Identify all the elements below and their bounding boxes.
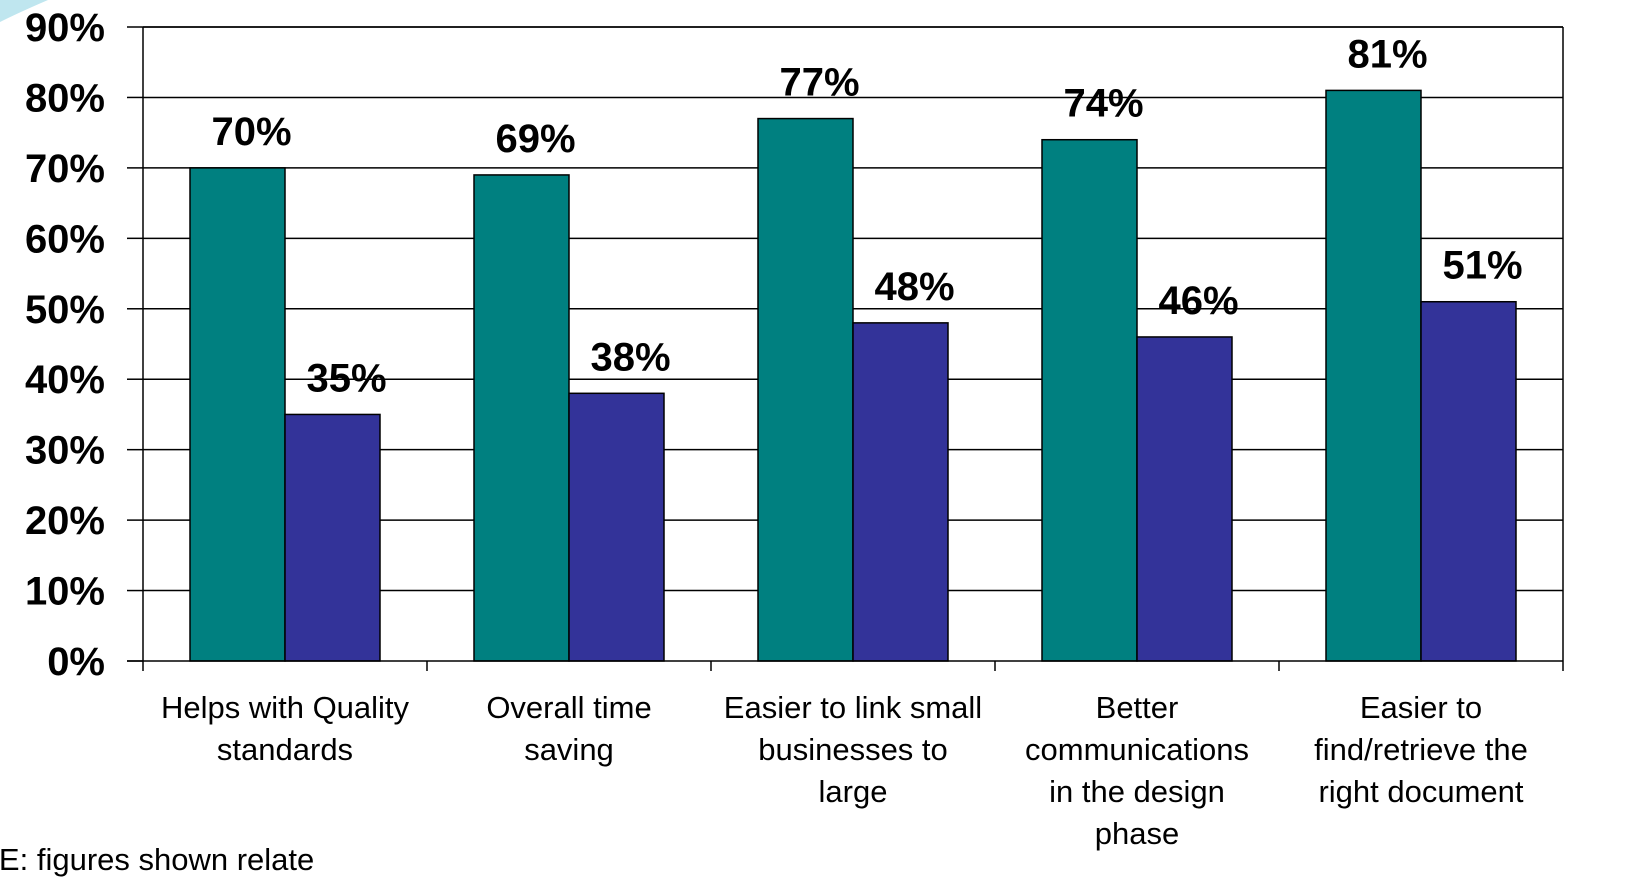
data-labels: 70% 69% 77% 74% 81% 35% 38% 48% 46% 51%	[211, 32, 1522, 400]
data-label: 69%	[495, 117, 575, 161]
y-tick-label: 40%	[25, 358, 105, 402]
data-label: 70%	[211, 110, 291, 154]
data-label: 48%	[874, 265, 954, 309]
y-tick-label: 60%	[25, 217, 105, 261]
bar	[1041, 138, 1138, 662]
data-label: 35%	[306, 356, 386, 400]
data-label: 74%	[1063, 82, 1143, 126]
y-tick-label: 10%	[25, 570, 105, 614]
data-label: 77%	[779, 61, 859, 105]
bar	[852, 322, 949, 662]
y-axis-ticks: 0% 10% 20% 30% 40% 50% 60% 70% 80% 90%	[25, 6, 143, 684]
data-label: 81%	[1347, 32, 1427, 76]
bar	[1420, 300, 1517, 662]
bar	[568, 392, 665, 662]
x-category-label: Overall time saving	[486, 690, 651, 767]
data-label: 38%	[590, 335, 670, 379]
bar	[284, 413, 381, 662]
x-category-label: Easier to find/retrieve the right document	[1314, 690, 1528, 809]
bar	[473, 174, 570, 662]
y-tick-label: 50%	[25, 288, 105, 332]
y-tick-label: 0%	[47, 640, 105, 684]
x-category-label: Easier to link small businesses to large	[724, 690, 982, 809]
bar	[1136, 336, 1233, 662]
bars	[189, 89, 1517, 662]
y-tick-label: 30%	[25, 429, 105, 473]
y-tick-label: 90%	[25, 6, 105, 50]
data-label: 51%	[1442, 244, 1522, 288]
bar	[757, 117, 854, 662]
x-category-label: Helps with Quality standards	[161, 690, 410, 767]
y-tick-label: 20%	[25, 499, 105, 543]
bar	[189, 167, 286, 662]
y-tick-label: 80%	[25, 76, 105, 120]
x-axis-categories: Helps with Quality standards Overall time s…	[161, 690, 1528, 851]
data-label: 46%	[1158, 279, 1238, 323]
footnote: TE: figures shown relate	[0, 842, 315, 877]
axes	[127, 26, 1564, 671]
y-tick-label: 70%	[25, 147, 105, 191]
x-category-label: Better communications in the design phase	[1025, 690, 1249, 851]
bar	[1325, 89, 1422, 662]
corner-decoration	[0, 0, 48, 22]
